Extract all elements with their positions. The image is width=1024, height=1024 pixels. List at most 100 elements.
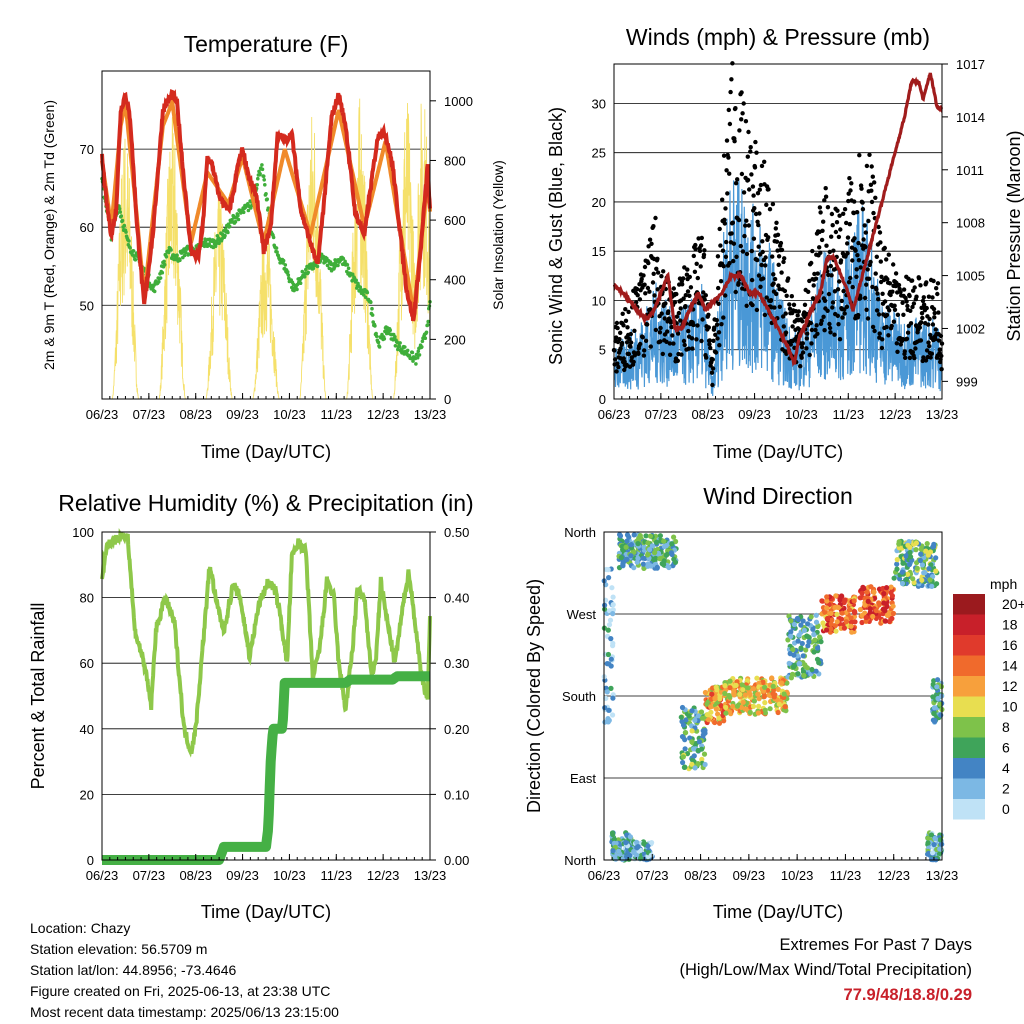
gust-point [646, 260, 651, 266]
dewpoint-point [327, 266, 332, 271]
wind-direction-point [839, 610, 845, 616]
wind-direction-point [627, 834, 634, 840]
colorbar-label: 4 [1002, 760, 1010, 776]
gust-point [689, 336, 695, 341]
gust-point [825, 308, 830, 313]
wind-direction-point [714, 687, 720, 693]
gust-point [756, 244, 761, 249]
gust-point [923, 358, 929, 363]
wind-direction-point [800, 653, 806, 659]
dewpoint-point [178, 258, 182, 263]
colorbar-swatch [953, 594, 985, 615]
gust-point [776, 254, 782, 259]
wind-direction-point [716, 715, 722, 721]
gust-point [706, 325, 711, 330]
wind-direction-point [647, 533, 654, 539]
wind-direction-point [641, 841, 647, 847]
gust-point [845, 235, 851, 240]
gust-point [829, 211, 835, 217]
temperature-xtick-label: 13/23 [414, 407, 447, 422]
gust-point [902, 349, 907, 354]
dewpoint-point [162, 259, 166, 264]
gust-point [625, 325, 630, 330]
dewpoint-point [417, 353, 422, 357]
wind-direction-point [726, 692, 732, 699]
wind-direction-point [849, 629, 855, 635]
gust-point [627, 336, 632, 342]
gust-point [717, 226, 722, 232]
winds-ytick-right: 1011 [956, 163, 984, 178]
temperature-ytick-left: 50 [80, 298, 94, 313]
gust-point [875, 291, 880, 296]
gust-point [741, 190, 747, 195]
dewpoint-point [118, 210, 122, 214]
wind-direction-point [762, 684, 768, 690]
gust-point [718, 243, 723, 248]
wind-direction-point [645, 563, 651, 569]
direction-title: Wind Direction [703, 483, 853, 509]
gust-point [657, 330, 663, 335]
gust-point [651, 271, 656, 276]
gust-point [753, 139, 758, 145]
gust-point [774, 291, 779, 297]
dewpoint-point [162, 262, 167, 267]
gust-point [685, 267, 690, 272]
gust-point [755, 191, 761, 196]
gust-point [907, 355, 913, 361]
winds-xtick-label: 08/23 [691, 407, 724, 422]
wind-direction-point [671, 534, 677, 540]
gust-point [702, 248, 707, 253]
gust-point [763, 255, 768, 260]
gust-point [742, 233, 747, 239]
gust-point [773, 226, 778, 231]
wind-direction-point [782, 704, 788, 710]
wind-direction-point [750, 703, 757, 710]
gust-point [678, 306, 683, 311]
colorbar-label: 8 [1002, 719, 1010, 735]
wind-direction-point [932, 717, 938, 724]
wind-direction-point [805, 643, 811, 649]
gust-point [753, 211, 759, 217]
wind-direction-point [926, 566, 932, 572]
temperature-xtick-label: 12/23 [367, 407, 400, 422]
gust-point [876, 224, 881, 230]
dewpoint-point [420, 345, 424, 349]
gust-point [856, 240, 861, 246]
wind-direction-point [848, 615, 854, 621]
wind-direction-point [657, 533, 664, 539]
winds-xtick-label: 11/23 [832, 407, 864, 422]
gust-point [745, 177, 751, 183]
direction-ytick-left: North [564, 853, 596, 868]
winds-ytick-right: 999 [956, 374, 978, 389]
gust-point [713, 350, 719, 355]
gust-point [650, 280, 656, 285]
dewpoint-point [184, 250, 188, 255]
dewpoint-point [315, 264, 320, 269]
winds-panel: Winds (mph) & Pressure (mb) 0 5 10 15 20 25 30… [546, 24, 1024, 462]
direction-xtick-label: 06/23 [588, 868, 621, 883]
wind-direction-point [890, 603, 896, 609]
wind-direction-point [820, 620, 826, 626]
gust-point [808, 320, 813, 326]
wind-direction-point [702, 689, 709, 696]
wind-direction-point [937, 701, 943, 707]
wind-direction-point [620, 561, 626, 567]
wind-direction-point [923, 548, 929, 554]
gust-point [734, 254, 739, 259]
wind-direction-point [623, 551, 629, 558]
gust-point [772, 276, 778, 282]
wind-direction-point [806, 635, 812, 641]
wind-direction-point [841, 625, 848, 631]
gust-point [723, 293, 728, 298]
gust-point [754, 150, 759, 155]
temperature-plot: 50 60 70 0 200 400 600 800 1000 06/23 07/23 08/23 09… [80, 89, 473, 422]
gust-point [795, 313, 800, 318]
gust-point [623, 318, 629, 323]
wind-direction-point [796, 660, 802, 667]
wind-direction-point [637, 533, 643, 539]
gust-point [830, 300, 836, 305]
gust-point [682, 342, 687, 348]
humidity-ytick-right: 0.30 [444, 656, 469, 671]
humidity-title: Relative Humidity (%) & Precipitation (i… [58, 490, 473, 516]
gust-point [672, 300, 678, 305]
